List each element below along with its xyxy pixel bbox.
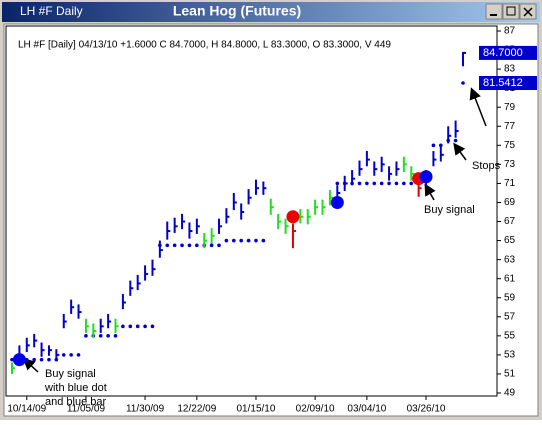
- stop-dot: [69, 353, 73, 357]
- plot-frame: [5, 25, 498, 397]
- y-tick-label: 71: [504, 178, 516, 189]
- stop-dot: [47, 357, 51, 362]
- y-tick-label: 83: [504, 64, 516, 75]
- x-tick-label: 11/05/09: [67, 404, 106, 415]
- y-tick-label: 79: [504, 102, 516, 113]
- stop-dot: [217, 243, 221, 248]
- stop-dot: [180, 243, 184, 248]
- x-tick-label: 03/26/10: [407, 404, 446, 415]
- y-tick-label: 53: [504, 350, 516, 361]
- stop-dot: [165, 243, 170, 248]
- info-line: LH #F [Daily] 04/13/10 +1.6000 C 84.7000…: [18, 40, 391, 51]
- annotation: and blue bar: [45, 396, 106, 408]
- stop-dot: [150, 324, 155, 329]
- stop-dot: [128, 324, 133, 329]
- y-tick-label: 73: [504, 159, 516, 170]
- stop-dot: [372, 181, 377, 186]
- y-tick-label: 57: [504, 311, 516, 322]
- minimize-button[interactable]: [485, 3, 503, 20]
- x-tick-label: 12/22/09: [177, 404, 216, 415]
- x-tick-label: 11/30/09: [126, 404, 165, 415]
- stop-dot: [239, 238, 243, 243]
- window-title: LH #F Daily: [20, 4, 83, 18]
- signal-dot: [286, 210, 300, 224]
- stop-dot: [76, 353, 81, 357]
- y-tick-label: 77: [504, 121, 516, 132]
- stop-dot: [135, 324, 140, 329]
- signal-dot: [330, 195, 344, 209]
- stop-dot: [365, 181, 369, 186]
- stop-dot: [409, 181, 414, 186]
- stop-dot: [232, 238, 236, 243]
- signal-dot: [12, 353, 26, 367]
- annotation: Buy signal: [45, 368, 96, 380]
- stop-dot: [143, 324, 147, 329]
- price-marker-label: 84.7000: [483, 47, 523, 59]
- stop-dot: [387, 181, 391, 186]
- price-marker-label: 81.5412: [483, 77, 523, 89]
- stop-dot: [187, 243, 192, 248]
- price-marker: [479, 45, 537, 60]
- stop-dot: [172, 243, 177, 248]
- price-marker: [479, 76, 537, 91]
- x-tick-label: 10/14/09: [7, 404, 46, 415]
- signal-dot: [419, 170, 433, 184]
- x-tick-label: 03/04/10: [347, 404, 386, 415]
- stop-dot: [357, 181, 362, 186]
- stop-dot: [113, 334, 118, 338]
- stop-dot: [84, 334, 88, 338]
- stop-dot: [24, 357, 29, 362]
- maximize-button[interactable]: [502, 3, 520, 20]
- stop-dot: [98, 334, 103, 338]
- stop-dot: [461, 81, 465, 85]
- y-tick-label: 63: [504, 254, 516, 265]
- stop-dot: [10, 357, 14, 362]
- stop-dot: [121, 324, 125, 329]
- y-tick-label: 61: [504, 273, 516, 284]
- y-tick-label: 51: [504, 369, 516, 380]
- x-tick-label: 02/09/10: [296, 404, 335, 415]
- stop-dot: [209, 243, 214, 248]
- stop-dot: [32, 357, 36, 362]
- annotation: Stops: [472, 160, 501, 172]
- stop-dot: [335, 181, 340, 186]
- y-tick-label: 65: [504, 235, 516, 246]
- stop-dot: [402, 181, 406, 186]
- stop-dot: [394, 181, 399, 186]
- stop-dot: [261, 238, 266, 243]
- y-tick-label: 49: [504, 388, 516, 399]
- y-tick-label: 75: [504, 140, 516, 151]
- y-tick-label: 59: [504, 292, 516, 303]
- stop-dot: [453, 138, 458, 143]
- stop-dot: [246, 238, 251, 243]
- title-bar: [2, 2, 540, 22]
- stop-dot: [431, 143, 436, 148]
- stop-dot: [379, 181, 384, 186]
- stop-dot: [195, 243, 199, 248]
- stop-dot: [39, 357, 44, 362]
- y-tick-label: 87: [504, 26, 516, 37]
- y-tick-label: 69: [504, 197, 516, 208]
- stop-dot: [61, 353, 66, 357]
- stop-dot: [106, 334, 110, 338]
- stop-dot: [224, 238, 229, 243]
- chart-title: Lean Hog (Futures): [173, 3, 301, 19]
- x-tick-label: 01/15/10: [237, 404, 276, 415]
- annotation: with blue dot: [44, 382, 107, 394]
- y-tick-label: 67: [504, 216, 516, 227]
- chart-area: [3, 23, 539, 417]
- stop-dot: [254, 238, 258, 243]
- y-tick-label: 55: [504, 330, 516, 341]
- annotation: Buy signal: [424, 204, 475, 216]
